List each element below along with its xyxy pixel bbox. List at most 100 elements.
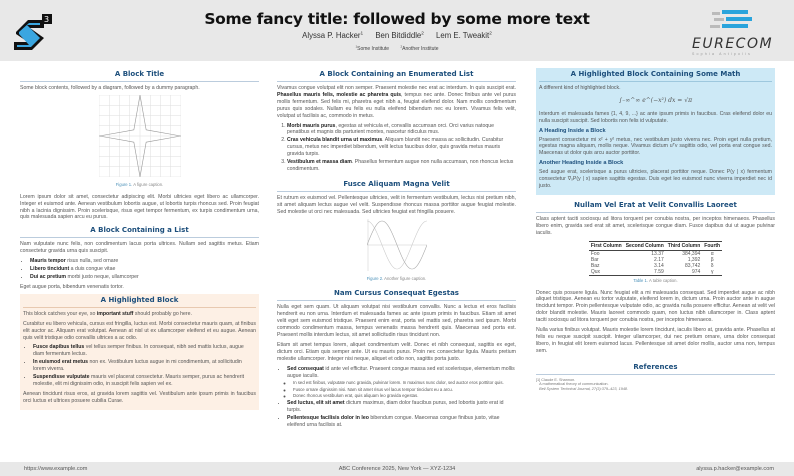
figure-caption: Figure 2. Another figure caption. bbox=[366, 275, 427, 281]
column-left: A Block Title Some block contents, follo… bbox=[20, 68, 259, 410]
table-cell: α bbox=[710, 250, 714, 257]
figure-sine-plot bbox=[277, 218, 516, 274]
figure-caption: Figure 1. A figure caption. bbox=[115, 181, 164, 187]
list-item: Fusce ornare dignissim nisi. Nam sit ame… bbox=[293, 387, 516, 393]
block-title: Fusce Aliquam Magna Velit bbox=[277, 178, 516, 192]
paragraph: Nulla eget sem quam. Ut aliquam volutpat… bbox=[277, 304, 516, 339]
list-item: Cras vehicula blandit urna ut maximus. A… bbox=[287, 137, 516, 158]
table-cell: 7.59 bbox=[654, 268, 664, 275]
author: Ben Bitdiddle2 bbox=[375, 30, 424, 40]
s3-logo: 3 bbox=[14, 14, 52, 50]
sub-list: In sed est finibus, vulputate nunc gravi… bbox=[293, 380, 516, 399]
conference-info: ABC Conference 2025, New York — XYZ-1234 bbox=[338, 466, 456, 472]
figure-star-diagram bbox=[20, 94, 259, 180]
author: Lem E. Tweakit2 bbox=[436, 30, 492, 40]
table-cell: Baz bbox=[590, 262, 600, 269]
eurecom-logo: EURECOM Sophia Antipolis bbox=[692, 8, 782, 57]
table-cell: Qux bbox=[590, 268, 601, 275]
block-heading: A Heading Inside a Block bbox=[539, 127, 606, 134]
paragraph: Eget augue porta, bibendum venenatis tor… bbox=[20, 283, 124, 290]
paragraph: Class aptent taciti sociosqu ad litora t… bbox=[536, 215, 775, 236]
block-title: A Block Title bbox=[20, 68, 259, 82]
table-cell: 3.14 bbox=[654, 262, 664, 269]
paragraph: Some block contents, followed by a diagr… bbox=[20, 85, 200, 91]
block-title: A Block Containing an Enumerated List bbox=[277, 68, 516, 82]
paragraph: Lorem ipsum dolor sit amet, consectetur … bbox=[20, 193, 259, 221]
list-item: Fusce dapibus tellus vel tellus semper f… bbox=[33, 344, 256, 358]
institute-list: 1Some Institute 2Another Institute bbox=[0, 43, 794, 53]
list-item: Mauris tempor risus nulla, sed ornare bbox=[30, 258, 259, 265]
email-link[interactable]: alyssa.p.hacker@example.com bbox=[696, 466, 774, 472]
paragraph: This block catches your eye, so importan… bbox=[23, 310, 192, 317]
list-item: Suspendisse vulputate mauris vel placera… bbox=[33, 374, 256, 388]
paragraph: Etiam sit amet tempus lorem, aliquet con… bbox=[277, 341, 516, 362]
paragraph: Nulla varius finibus volutpat. Mauris mo… bbox=[536, 327, 775, 354]
column-right: A Highlighted Block Containing Some Math… bbox=[536, 68, 775, 392]
poster-header: 3 Some fancy title: followed by some mor… bbox=[0, 0, 794, 61]
block-title: A Block Containing a List bbox=[20, 224, 259, 239]
website-link[interactable]: https://www.example.com bbox=[24, 466, 88, 472]
table-row: Bar 2.17 1,392 β bbox=[589, 257, 722, 263]
list-item: Sed consequat id ante vel efficitur. Pra… bbox=[287, 366, 516, 399]
table-row: Foo 13.37 384,394 α bbox=[589, 250, 722, 257]
table-cell: Bar bbox=[590, 256, 599, 263]
table-row: Qux 7.59 974 γ bbox=[589, 269, 722, 276]
paragraph: Nam vulputate nunc felis, non condimentu… bbox=[20, 241, 259, 255]
table-cell: β bbox=[710, 256, 714, 263]
paragraph: Vivamus congue volutpat elit non semper.… bbox=[277, 85, 516, 119]
block-title: A Highlighted Block Containing Some Math bbox=[539, 68, 772, 82]
svg-text:3: 3 bbox=[44, 15, 49, 24]
data-table: First Column Second Column Third Column … bbox=[588, 240, 723, 276]
table-cell: 13.37 bbox=[651, 250, 664, 257]
table-cell: δ bbox=[710, 262, 714, 269]
paragraph: A different kind of highlighted block. bbox=[539, 85, 621, 91]
block-title: Nullam Vel Erat at Velit Convallis Laore… bbox=[536, 199, 775, 213]
math-block: A Highlighted Block Containing Some Math… bbox=[536, 68, 775, 195]
highlighted-block: A Highlighted Block This block catches y… bbox=[20, 293, 259, 410]
table-cell: 83,742 bbox=[684, 262, 701, 269]
poster-title: Some fancy title: followed by some more … bbox=[204, 10, 590, 28]
block-title: Nam Cursus Consequat Egestas bbox=[277, 287, 516, 302]
table-cell: 2.17 bbox=[654, 256, 664, 263]
paragraph: Sed augue erat, scelerisque a purus ultr… bbox=[539, 169, 772, 189]
paragraph: Et rutrum ex euismod vel. Pellentesque u… bbox=[277, 194, 516, 215]
author-list: Alyssa P. Hacker1 Ben Bitdiddle2 Lem E. … bbox=[0, 30, 794, 40]
equation: ∫₋∞^∞ e^(−x²) dx = √π bbox=[618, 96, 693, 104]
table-header: Third Column bbox=[665, 241, 703, 251]
institute: 2Another Institute bbox=[400, 44, 439, 52]
table-row: Baz 3.14 83,742 δ bbox=[589, 263, 722, 269]
block-heading: Another Heading Inside a Block bbox=[539, 160, 624, 167]
list-item: In euismod erat metus non ex. Vestibulum… bbox=[33, 359, 256, 373]
list-item: Donec rhoncus vestibulum erat, quis aliq… bbox=[293, 393, 516, 399]
paragraph: Praesent consectetur mi x² + y² metus, n… bbox=[539, 136, 772, 157]
reference-item: [1] Claude E. Shannon. A mathematical th… bbox=[536, 377, 629, 392]
list-item: Vestibulum et massa diam. Phasellus ferm… bbox=[287, 159, 516, 173]
table-cell: 974 bbox=[691, 268, 701, 275]
table-header: First Column bbox=[588, 241, 624, 251]
table-header: Fourth bbox=[702, 241, 723, 251]
bullet-list: Fusce dapibus tellus vel tellus semper f… bbox=[33, 344, 256, 387]
enumerated-list: Morbi mauris purus, egestas at vehicula … bbox=[287, 123, 516, 173]
column-middle: A Block Containing an Enumerated List Vi… bbox=[277, 68, 516, 432]
poster-footer: ABC Conference 2025, New York — XYZ-1234… bbox=[0, 462, 794, 476]
table-cell: 384,394 bbox=[682, 250, 701, 257]
paragraph: Interdum et malesuada fames {1, 4, 9, ..… bbox=[539, 110, 772, 124]
table-header: Second Column bbox=[623, 241, 666, 251]
author: Alyssa P. Hacker1 bbox=[302, 30, 364, 40]
paragraph: Curabitur eu libero vehicula, cursus est… bbox=[23, 320, 256, 341]
list-item: Morbi mauris purus, egestas at vehicula … bbox=[287, 123, 516, 137]
bullet-list: Mauris tempor risus nulla, sed ornare Li… bbox=[30, 258, 259, 281]
paragraph: Donec quis posuere ligula. Nunc feugiat … bbox=[536, 289, 775, 324]
table-cell: 1,392 bbox=[687, 256, 701, 263]
block-title: A Highlighted Block bbox=[23, 294, 256, 308]
table-caption: Table 1. A table caption. bbox=[633, 277, 678, 283]
bullet-list: Sed consequat id ante vel efficitur. Pra… bbox=[287, 366, 516, 429]
table-cell: Foo bbox=[590, 250, 600, 257]
institute: 1Some Institute bbox=[355, 44, 390, 52]
list-item: In sed est finibus, vulputate nunc gravi… bbox=[293, 380, 516, 386]
list-item: Sed luctus, elit sit amet dictum maximus… bbox=[287, 400, 516, 414]
table-cell: γ bbox=[710, 268, 714, 275]
block-title: References bbox=[536, 361, 775, 375]
list-item: Libero tincidunt a duis congue vitae bbox=[30, 266, 259, 273]
list-item: Dui ac pretium morbi justo neque, ullamc… bbox=[30, 274, 259, 281]
